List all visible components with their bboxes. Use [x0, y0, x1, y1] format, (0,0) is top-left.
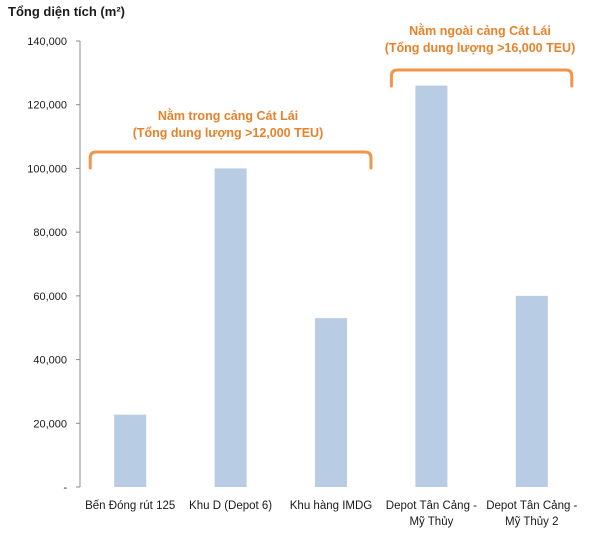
bar [214, 168, 247, 487]
y-tick-label: 140,000 [27, 36, 67, 48]
annotation-inside-line-2: (Tổng dung lượng >12,000 TEU) [132, 126, 324, 140]
y-tick-label: 40,000 [33, 355, 67, 367]
y-tick-label: 80,000 [33, 227, 67, 239]
annotation-inside-cat-lai: Nằm trong cảng Cát Lái (Tổng dung lượng … [78, 108, 378, 142]
x-tick-label: Mỹ Thủy [409, 516, 453, 528]
y-axis-title: Tổng diện tích (m²) [8, 4, 125, 19]
x-tick-label: Depot Tân Cảng - [386, 500, 477, 512]
annotation-outside-cat-lai: Nằm ngoài cảng Cát Lái (Tổng dung lượng … [330, 23, 589, 57]
bar [114, 414, 147, 487]
bar [315, 318, 347, 487]
x-tick-label: Bến Đóng rút 125 [85, 500, 175, 512]
y-tick-label: 20,000 [33, 418, 67, 430]
annotation-outside-line-1: Nằm ngoài cảng Cát Lái [409, 24, 551, 38]
x-tick-label: Khu D (Depot 6) [189, 500, 272, 512]
annotation-outside-line-2: (Tổng dung lượng >16,000 TEU) [384, 41, 576, 55]
x-tick-label: Depot Tân Cảng - [486, 500, 577, 512]
annotation-bracket [389, 68, 574, 88]
y-tick-label: 100,000 [27, 163, 67, 175]
bar [415, 85, 448, 487]
x-tick-label: Mỹ Thủy 2 [505, 516, 558, 528]
y-tick-label: 60,000 [33, 291, 67, 303]
y-tick-label: 120,000 [27, 100, 67, 112]
annotation-inside-line-1: Nằm trong cảng Cát Lái [157, 109, 299, 123]
y-tick-label: - [63, 482, 67, 494]
x-tick-label: Khu hàng IMDG [290, 500, 373, 512]
bar [515, 295, 548, 487]
annotation-bracket [88, 150, 373, 170]
